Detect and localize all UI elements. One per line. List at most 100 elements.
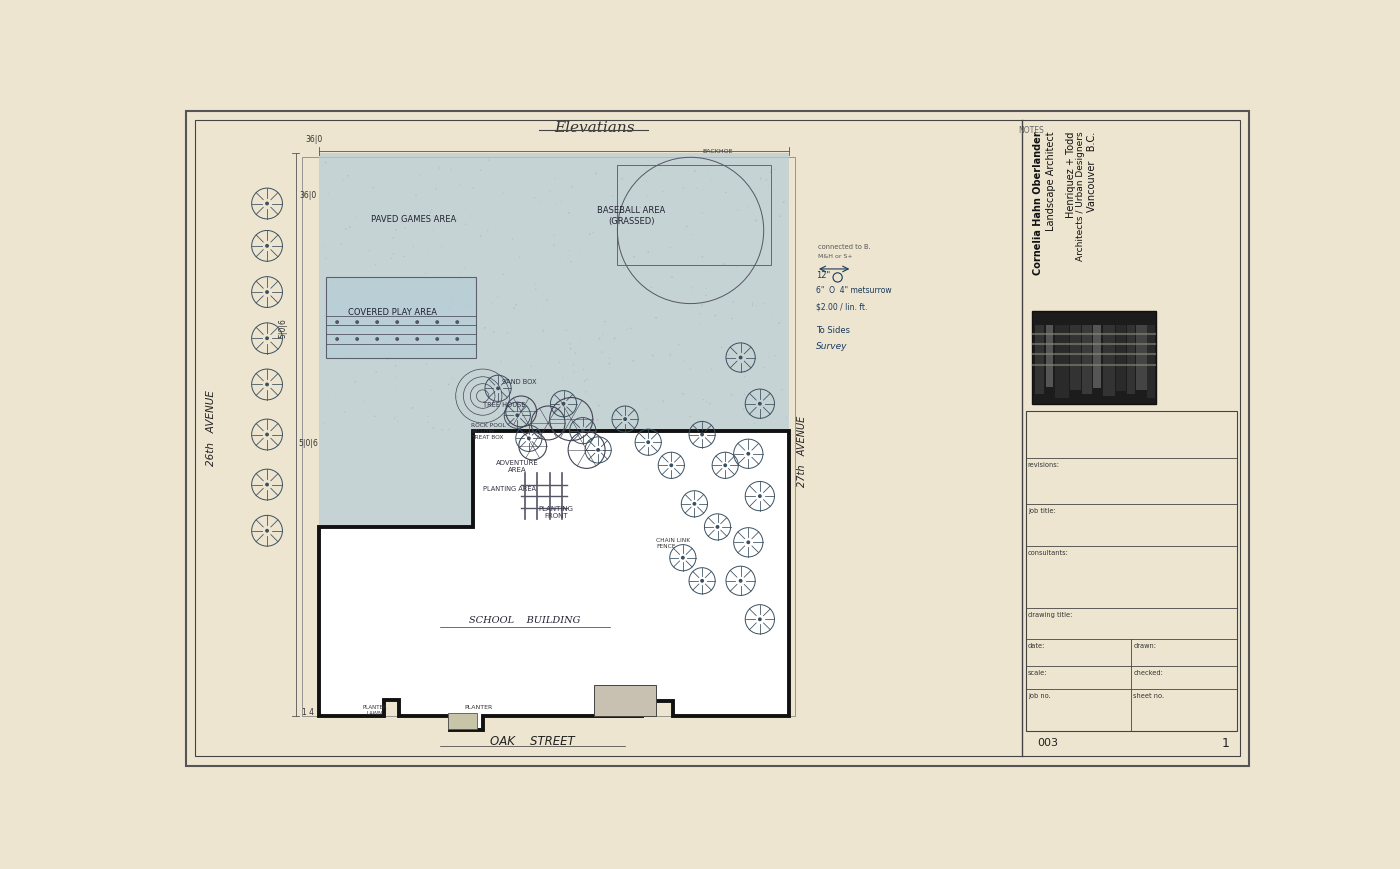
Circle shape [757, 494, 762, 499]
Circle shape [265, 337, 269, 341]
Circle shape [622, 179, 623, 181]
Circle shape [417, 318, 419, 319]
Circle shape [783, 202, 784, 203]
Text: SAND BOX: SAND BOX [503, 378, 536, 384]
Circle shape [647, 252, 650, 254]
Bar [1137, 326, 1147, 390]
Text: COVERED PLAY AREA: COVERED PLAY AREA [349, 308, 437, 316]
Circle shape [770, 172, 771, 174]
Circle shape [433, 428, 434, 429]
Bar [595, 685, 657, 716]
Circle shape [584, 381, 585, 382]
Circle shape [325, 163, 326, 164]
Circle shape [630, 328, 631, 330]
Bar [617, 166, 771, 266]
Circle shape [435, 338, 440, 342]
Circle shape [599, 338, 601, 340]
Bar [1082, 326, 1092, 395]
Circle shape [493, 332, 494, 334]
Circle shape [374, 416, 375, 418]
Circle shape [469, 334, 470, 335]
Circle shape [435, 321, 440, 325]
Circle shape [526, 437, 531, 441]
Text: checked:: checked: [1134, 669, 1163, 675]
Circle shape [405, 312, 406, 313]
Circle shape [693, 502, 696, 506]
Circle shape [384, 342, 386, 344]
Circle shape [335, 342, 336, 343]
Circle shape [718, 430, 721, 432]
Circle shape [463, 304, 466, 306]
Circle shape [585, 392, 587, 393]
Bar [1070, 326, 1081, 390]
Circle shape [346, 282, 347, 284]
Circle shape [496, 387, 500, 391]
Text: PLANTING
FRONT: PLANTING FRONT [539, 506, 574, 519]
Bar [302, 158, 795, 716]
Text: job no.: job no. [1028, 692, 1050, 698]
Circle shape [395, 321, 399, 325]
Text: CHAIN LINK
FENCE: CHAIN LINK FENCE [657, 537, 690, 548]
Circle shape [725, 192, 727, 194]
Circle shape [755, 220, 756, 222]
Circle shape [739, 580, 742, 583]
Text: 27th   AVENUE: 27th AVENUE [797, 415, 808, 486]
Text: 12": 12" [816, 270, 830, 280]
Text: OAK    STREET: OAK STREET [490, 734, 575, 747]
Circle shape [535, 289, 536, 290]
Circle shape [570, 344, 571, 345]
Circle shape [412, 408, 413, 409]
Circle shape [633, 256, 634, 258]
Circle shape [701, 256, 703, 258]
Circle shape [757, 402, 762, 406]
Text: 26th   AVENUE: 26th AVENUE [206, 389, 216, 465]
Circle shape [395, 230, 396, 231]
Circle shape [778, 323, 780, 325]
Circle shape [603, 322, 606, 323]
Circle shape [354, 381, 356, 383]
Circle shape [372, 188, 374, 189]
Circle shape [335, 338, 339, 342]
Text: Survey: Survey [816, 342, 847, 350]
Text: 36|0: 36|0 [300, 190, 316, 200]
Circle shape [690, 416, 692, 418]
Circle shape [347, 176, 349, 177]
Circle shape [375, 338, 379, 342]
Circle shape [602, 352, 603, 354]
Text: ROCK POOL
WILLOW
TREAT BOX: ROCK POOL WILLOW TREAT BOX [472, 423, 505, 440]
Text: ADVENTURE
AREA: ADVENTURE AREA [496, 460, 539, 472]
Circle shape [743, 430, 746, 432]
Circle shape [701, 305, 703, 307]
Circle shape [477, 415, 480, 416]
Text: date:: date: [1028, 642, 1046, 648]
Circle shape [609, 363, 610, 365]
Circle shape [349, 227, 350, 229]
Text: PLANTING AREA: PLANTING AREA [483, 486, 536, 492]
Circle shape [669, 464, 673, 468]
Circle shape [757, 618, 762, 621]
Circle shape [595, 174, 596, 176]
Circle shape [265, 383, 269, 387]
Circle shape [375, 321, 379, 325]
Circle shape [416, 338, 419, 342]
Text: job title:: job title: [1028, 507, 1056, 514]
Text: Architects / Urban Designers: Architects / Urban Designers [1077, 131, 1085, 261]
Circle shape [265, 202, 269, 206]
Text: PLANTER: PLANTER [465, 704, 493, 709]
Text: PLANTER
LAWN: PLANTER LAWN [363, 704, 388, 715]
Polygon shape [319, 432, 790, 730]
Bar [1035, 326, 1044, 395]
Circle shape [596, 420, 598, 421]
Circle shape [448, 308, 451, 309]
Circle shape [403, 256, 405, 258]
Circle shape [265, 291, 269, 295]
Circle shape [514, 308, 515, 309]
Circle shape [451, 302, 452, 303]
Bar [1103, 326, 1114, 396]
Bar [448, 713, 477, 729]
Circle shape [714, 315, 717, 317]
Text: M&H or S+: M&H or S+ [818, 253, 853, 258]
Bar [1054, 326, 1068, 398]
Circle shape [694, 170, 696, 173]
Circle shape [344, 229, 346, 231]
